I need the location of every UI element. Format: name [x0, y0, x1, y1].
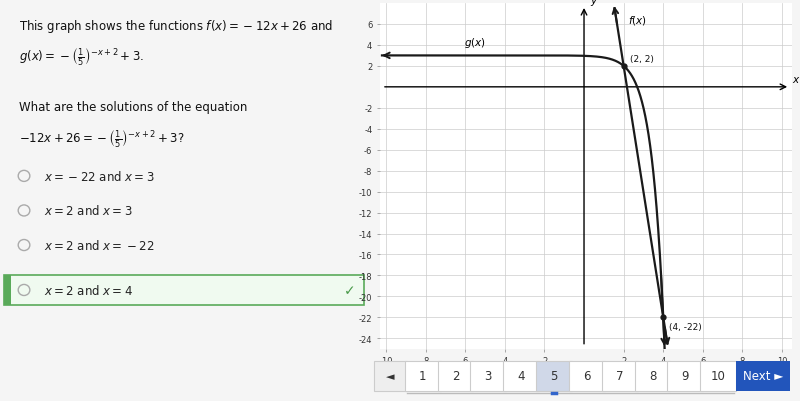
Text: $x = -22$ and $x = 3$: $x = -22$ and $x = 3$ — [44, 170, 154, 183]
Text: What are the solutions of the equation: What are the solutions of the equation — [18, 101, 247, 113]
Text: 1: 1 — [419, 369, 426, 383]
FancyBboxPatch shape — [737, 361, 790, 391]
FancyBboxPatch shape — [634, 361, 670, 391]
Text: $g(x) = -\left(\frac{1}{5}\right)^{-x+2} + 3$.: $g(x) = -\left(\frac{1}{5}\right)^{-x+2}… — [18, 45, 143, 66]
Text: 3: 3 — [485, 369, 492, 383]
Text: $x = 2$ and $x = -22$: $x = 2$ and $x = -22$ — [44, 239, 154, 252]
Text: 2: 2 — [452, 369, 459, 383]
FancyBboxPatch shape — [536, 361, 572, 391]
Text: 5: 5 — [550, 369, 558, 383]
Text: ◄: ◄ — [386, 371, 395, 381]
Text: $-12x + 26 = -\left(\frac{1}{5}\right)^{-x+2} + 3$?: $-12x + 26 = -\left(\frac{1}{5}\right)^{… — [18, 128, 184, 149]
FancyBboxPatch shape — [405, 361, 441, 391]
FancyBboxPatch shape — [470, 361, 506, 391]
Text: $x$: $x$ — [792, 75, 800, 85]
FancyBboxPatch shape — [374, 361, 407, 391]
Text: Next ►: Next ► — [743, 369, 784, 383]
Text: 6: 6 — [583, 369, 590, 383]
Text: 9: 9 — [682, 369, 689, 383]
Text: 10: 10 — [710, 369, 726, 383]
FancyBboxPatch shape — [569, 361, 605, 391]
Text: (2, 2): (2, 2) — [630, 55, 654, 64]
FancyBboxPatch shape — [4, 275, 10, 305]
Text: $g(x)$: $g(x)$ — [464, 36, 486, 50]
FancyBboxPatch shape — [667, 361, 703, 391]
FancyBboxPatch shape — [503, 361, 539, 391]
Text: (4, -22): (4, -22) — [669, 322, 702, 331]
Text: $f(x)$: $f(x)$ — [627, 14, 646, 27]
Text: 8: 8 — [649, 369, 656, 383]
FancyBboxPatch shape — [438, 361, 474, 391]
Text: This graph shows the functions $f(x) = -12x + 26$ and: This graph shows the functions $f(x) = -… — [18, 18, 333, 35]
Text: 4: 4 — [518, 369, 525, 383]
Text: $y$: $y$ — [590, 0, 598, 8]
FancyBboxPatch shape — [4, 275, 364, 305]
Text: $x = 2$ and $x = 4$: $x = 2$ and $x = 4$ — [44, 283, 133, 297]
Text: 7: 7 — [616, 369, 623, 383]
Text: ✓: ✓ — [344, 283, 356, 297]
FancyBboxPatch shape — [602, 361, 638, 391]
FancyBboxPatch shape — [700, 361, 736, 391]
Text: $x = 2$ and $x = 3$: $x = 2$ and $x = 3$ — [44, 204, 133, 218]
